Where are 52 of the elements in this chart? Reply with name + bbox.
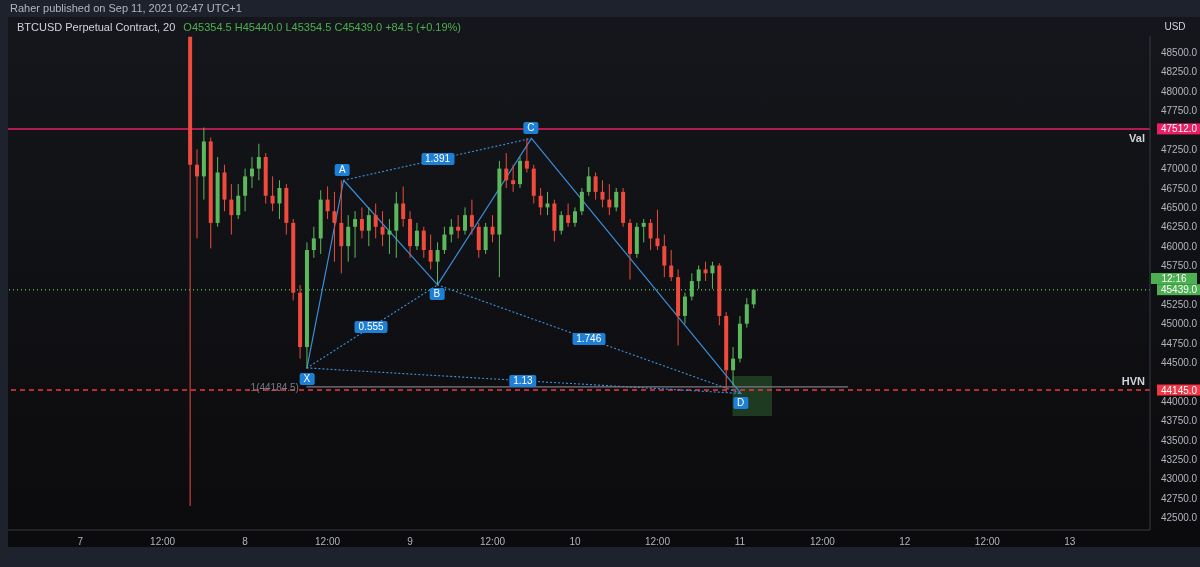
x-tick-label: 11 [734, 536, 746, 548]
annotation: C [523, 122, 539, 135]
x-tick-label: 12:00 [480, 536, 506, 548]
x-tick-label: 9 [407, 536, 414, 548]
y-tick-label: 48000.0 [1161, 85, 1198, 97]
x-tick-label: 8 [242, 536, 249, 548]
chart-title: BTCUSD Perpetual Contract, 20 [17, 21, 176, 33]
y-tick-label: 44750.0 [1161, 337, 1198, 349]
y-tick-label: 43750.0 [1161, 415, 1198, 427]
x-tick-label: 12:00 [809, 536, 836, 548]
y-tick-label: 47000.0 [1161, 163, 1198, 175]
y-tick-label: 44000.0 [1161, 395, 1198, 407]
annotation: 1.746 [572, 333, 606, 346]
x-tick-label: 10 [569, 536, 581, 548]
x-tick-label: 7 [77, 536, 84, 548]
y-tick-label: 45750.0 [1161, 260, 1198, 272]
text: 12:16 [1151, 273, 1197, 285]
x-tick-label: 12:00 [644, 536, 671, 548]
annotation: B [429, 288, 445, 301]
x-tick-label: 12:00 [974, 536, 1001, 548]
y-tick-label: 43000.0 [1161, 473, 1198, 485]
x-tick-label: 13 [1064, 536, 1076, 548]
y-tick-label: 43500.0 [1161, 434, 1198, 446]
y-tick-label: 43250.0 [1161, 453, 1198, 465]
annotation: X [299, 372, 315, 385]
y-tick-label: 44500.0 [1161, 356, 1198, 368]
y-axis-title: USD [1163, 21, 1187, 32]
x-tick-label: 12 [899, 536, 911, 548]
annotation: 1.391 [421, 153, 455, 166]
y-tick-label: 47250.0 [1161, 143, 1198, 155]
y-tick-label: 45250.0 [1161, 298, 1198, 310]
y-tick-label: 46000.0 [1161, 240, 1198, 252]
y-tick-label: 42500.0 [1161, 512, 1198, 524]
ref-line-label: Val [1129, 131, 1145, 144]
y-tick-label: 42750.0 [1161, 492, 1198, 504]
y-tick-label: 46500.0 [1161, 201, 1198, 213]
y-tick-label: 47750.0 [1161, 104, 1198, 116]
annotation: D [732, 396, 749, 409]
text: Raher published on Sep 11, 2021 02:47 UTC+1 [10, 2, 242, 14]
y-tick-label: 48500.0 [1161, 46, 1198, 58]
x-tick-label: 12:00 [150, 536, 176, 548]
annotation: 1.13 [509, 375, 537, 388]
annotation: 0.555 [354, 321, 388, 334]
x-tick-label: 12:00 [315, 536, 341, 548]
ref-line-label: HVN [1121, 375, 1146, 388]
y-tick-label: 45000.0 [1161, 318, 1198, 330]
y-tick-label: 46750.0 [1161, 182, 1198, 194]
y-tick-label: 46250.0 [1161, 221, 1198, 233]
annotation: A [335, 163, 350, 176]
y-tick-label: 48250.0 [1161, 66, 1198, 78]
chart-subtitle: O45354.5 H45440.0 L45354.5 C45439.0 +84.5 (+0.19%) [183, 21, 462, 33]
series-label: 1(44184.5) [250, 381, 299, 393]
